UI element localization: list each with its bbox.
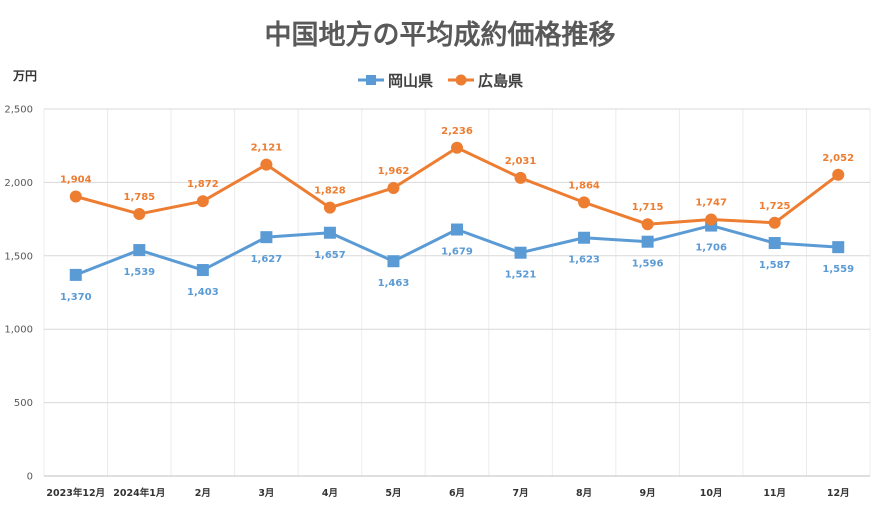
data-point-circle (196, 195, 209, 208)
data-label: 1,370 (60, 292, 92, 303)
x-tick-label: 12月 (827, 488, 850, 499)
data-label: 1,679 (441, 247, 473, 258)
data-point-circle (641, 218, 654, 231)
data-point-square (768, 237, 781, 250)
data-point-square (641, 235, 654, 248)
data-label: 1,559 (822, 264, 854, 275)
x-tick-label: 2023年12月 (46, 487, 105, 499)
data-point-circle (387, 181, 400, 194)
data-point-square (578, 231, 591, 244)
data-point-circle (578, 196, 591, 209)
data-point-square (387, 255, 400, 268)
legend-marker-circle (455, 74, 467, 86)
data-point-circle (133, 207, 146, 220)
x-tick-label: 2024年1月 (113, 487, 165, 499)
y-tick-label: 2,500 (4, 105, 33, 116)
data-label: 1,725 (759, 201, 791, 212)
data-label: 1,715 (632, 202, 664, 213)
data-label: 1,539 (123, 267, 155, 278)
x-tick-label: 7月 (512, 488, 528, 499)
data-point-square (451, 223, 463, 236)
data-point-square (514, 246, 527, 259)
data-label: 1,904 (60, 174, 92, 185)
y-axis-unit-label: 万円 (12, 69, 37, 83)
data-label: 2,121 (251, 143, 283, 154)
legend-label: 広島県 (478, 72, 523, 90)
x-tick-label: 2月 (195, 488, 211, 499)
series-1: 1,370 1,539 1,403 1,627 1,657 1,463 1,679 1,521… (60, 219, 854, 303)
data-label: 1,657 (314, 250, 346, 261)
data-point-circle (514, 171, 527, 184)
legend-item: 広島県 (448, 72, 523, 90)
data-label: 1,872 (187, 179, 219, 190)
y-tick-label: 1,500 (4, 251, 33, 262)
data-label: 1,403 (187, 287, 219, 298)
data-point-circle (323, 201, 336, 214)
data-label: 1,596 (632, 259, 664, 270)
gridlines (43, 108, 871, 477)
x-tick-label: 9月 (640, 488, 656, 499)
data-point-circle (705, 213, 718, 226)
x-tick-label: 11月 (763, 488, 786, 499)
data-label: 1,785 (123, 192, 155, 203)
data-label: 1,747 (695, 198, 727, 209)
legend-label: 岡山県 (388, 72, 433, 90)
data-point-circle (451, 141, 463, 154)
data-label: 2,031 (505, 156, 537, 167)
x-tick-label: 10月 (700, 488, 723, 499)
x-tick-label: 5月 (385, 488, 401, 499)
data-point-circle (260, 158, 273, 171)
data-point-square (323, 226, 336, 239)
y-tick-label: 0 (27, 472, 33, 483)
legend-item: 岡山県 (358, 72, 433, 90)
data-point-square (133, 244, 146, 257)
data-point-square (832, 241, 845, 254)
series-2: 1,904 1,785 1,872 2,121 1,828 1,962 2,236 2,031… (60, 126, 854, 231)
series-layer: 1,370 1,539 1,403 1,627 1,657 1,463 1,679 1,521… (60, 126, 854, 303)
data-label: 1,463 (378, 278, 410, 289)
data-label: 1,706 (695, 243, 727, 254)
data-label: 1,627 (251, 254, 283, 265)
legend-marker-square (366, 75, 376, 85)
data-label: 1,962 (378, 166, 410, 177)
y-tick-label: 2,000 (4, 178, 33, 189)
data-label: 1,864 (568, 180, 600, 191)
data-label: 1,587 (759, 260, 791, 271)
y-tick-label: 500 (14, 398, 33, 409)
x-axis-ticks: 2023年12月 2024年1月 2月 3月 4月 5月 6月 7月 8月 9月 10月 11月 12月 (46, 487, 849, 499)
data-label: 1,521 (505, 270, 537, 281)
y-axis-ticks: 0 500 1,000 1,500 2,000 2,500 (4, 105, 33, 483)
data-label: 2,236 (441, 126, 473, 137)
data-label: 1,623 (568, 255, 600, 266)
data-point-circle (69, 190, 82, 203)
x-tick-label: 6月 (449, 488, 465, 499)
data-point-circle (768, 216, 781, 229)
data-point-square (69, 268, 82, 281)
data-label: 1,828 (314, 186, 346, 197)
x-tick-label: 3月 (258, 488, 274, 499)
data-label: 2,052 (822, 153, 854, 164)
y-tick-label: 1,000 (4, 325, 33, 336)
data-point-square (260, 231, 273, 244)
legend: 岡山県 広島県 (358, 72, 523, 90)
x-tick-label: 8月 (576, 488, 592, 499)
chart-title: 中国地方の平均成約価格推移 (265, 19, 616, 51)
x-tick-label: 4月 (322, 488, 338, 499)
data-point-circle (832, 168, 845, 181)
data-point-square (196, 264, 209, 277)
